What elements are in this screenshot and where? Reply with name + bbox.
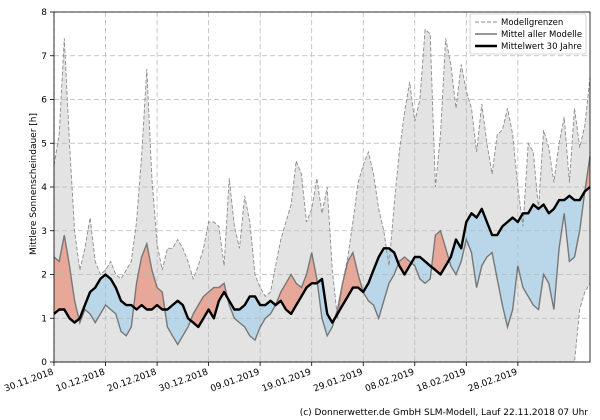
- above-average-area: [275, 252, 318, 314]
- model-mean-line: [53, 156, 591, 346]
- y-tick-label: 6: [41, 96, 47, 106]
- x-tick-label: 29.01.2019: [312, 367, 364, 394]
- above-average-area: [431, 230, 450, 275]
- y-tick-label: 8: [41, 8, 47, 18]
- x-tick-label: 20.12.2018: [106, 367, 158, 394]
- y-tick-label: 0: [41, 358, 47, 368]
- y-axis-label: Mittlere Sonnenscheindauer [h]: [29, 113, 39, 255]
- y-tick-label: 4: [41, 183, 47, 193]
- y-tick-label: 5: [41, 139, 47, 149]
- y-tick-label: 3: [41, 227, 47, 237]
- x-tick-label: 09.01.2019: [209, 367, 261, 394]
- above-average-area: [190, 283, 228, 327]
- x-tick-label: 19.01.2019: [261, 367, 313, 394]
- climatology-line: [53, 186, 591, 329]
- x-tick-label: 18.02.2019: [415, 367, 467, 394]
- x-tick-label: 30.11.2018: [3, 367, 55, 394]
- x-tick-label: 30.12.2018: [158, 367, 210, 394]
- x-tick-label: 10.12.2018: [55, 367, 107, 394]
- legend-entry: Mittelwert 30 Jahre: [501, 42, 582, 52]
- x-tick-label: 28.02.2019: [467, 367, 519, 394]
- below-average-area: [227, 296, 276, 341]
- y-tick-label: 2: [41, 271, 47, 281]
- legend-box: [469, 13, 587, 55]
- legend: Modellgrenzen Mittel aller Modelle Mittelw…: [469, 13, 587, 55]
- model-envelope-area: [54, 29, 590, 362]
- model-upper-bound-line: [53, 28, 591, 319]
- footer-credit: (c) Donnerwetter.de GmbH SLM-Modell, Lau…: [300, 408, 589, 418]
- above-average-area: [398, 257, 412, 275]
- plot-area: 0 1 2 3 4 5 6 7 8 30.11.2018 10.12.2018 20.12.2018 3…: [3, 8, 591, 394]
- x-tick-label: 08.02.2019: [364, 367, 416, 394]
- below-average-area: [363, 248, 399, 319]
- legend-entry: Modellgrenzen: [501, 18, 563, 28]
- y-tick-label: 1: [41, 314, 47, 324]
- y-tick-label: 7: [41, 52, 47, 62]
- legend-entry: Mittel aller Modelle: [501, 30, 582, 40]
